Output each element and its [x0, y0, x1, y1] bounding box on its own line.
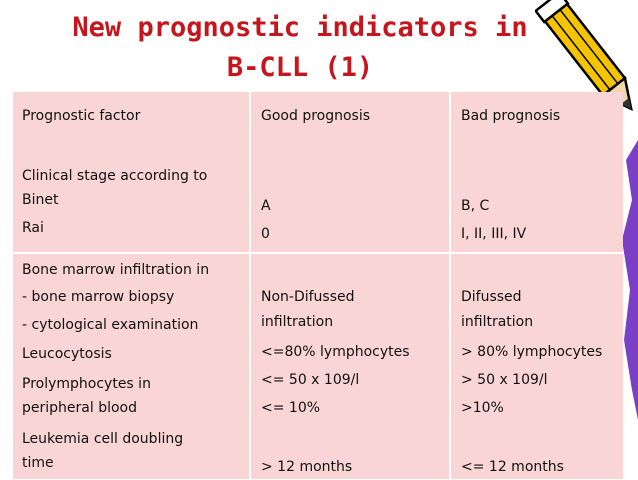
good-lymphocytes: <=80% lymphocytes — [261, 344, 410, 360]
factor-binet: Binet — [22, 192, 59, 208]
good-rai: 0 — [261, 226, 270, 242]
factor-clinical-stage: Clinical stage according to — [22, 168, 208, 184]
bad-lymphocytes: > 80% lymphocytes — [461, 344, 603, 360]
factor-leucocytosis: Leucocytosis — [22, 346, 112, 362]
bad-rai: I, II, III, IV — [461, 226, 527, 242]
prognosis-table: Prognostic factor Good prognosis Bad pro… — [12, 92, 623, 479]
decorative-shape — [622, 140, 638, 420]
factor-prolymphocytes: Prolymphocytes in — [22, 376, 151, 392]
header-prognostic-factor: Prognostic factor — [22, 108, 141, 124]
slide-title-line-2: B-CLL (1) — [226, 52, 374, 83]
slide-title: New prognostic indicators in B-CLL (1) — [0, 8, 600, 88]
good-infiltration-1: Non-Difussed — [261, 289, 355, 305]
bad-leucocytosis: > 50 x 109/l — [461, 372, 548, 388]
slide-title-line-1: New prognostic indicators in — [72, 12, 528, 43]
bad-doubling-time: <= 12 months — [461, 459, 564, 475]
factor-bone-marrow-biopsy: - bone marrow biopsy — [22, 289, 175, 305]
factor-bone-marrow-infiltration: Bone marrow infiltration in — [22, 262, 210, 278]
good-infiltration-2: infiltration — [261, 314, 334, 330]
bad-infiltration-2: infiltration — [461, 314, 534, 330]
factor-cytological-examination: - cytological examination — [22, 317, 199, 333]
factor-peripheral-blood: peripheral blood — [22, 400, 137, 416]
factor-doubling-time: Leukemia cell doubling — [22, 431, 184, 447]
header-good-prognosis: Good prognosis — [261, 108, 371, 124]
good-prolymphocytes: <= 10% — [261, 400, 321, 416]
bad-binet: B, C — [461, 198, 490, 214]
factor-rai: Rai — [22, 220, 44, 236]
bad-prolymphocytes: >10% — [461, 400, 504, 416]
good-doubling-time: > 12 months — [261, 459, 353, 475]
good-leucocytosis: <= 50 x 109/l — [261, 372, 360, 388]
header-bad-prognosis: Bad prognosis — [461, 108, 561, 124]
good-binet: A — [261, 198, 271, 214]
factor-doubling-time-cont: time — [22, 455, 54, 471]
bad-infiltration-1: Difussed — [461, 289, 522, 305]
